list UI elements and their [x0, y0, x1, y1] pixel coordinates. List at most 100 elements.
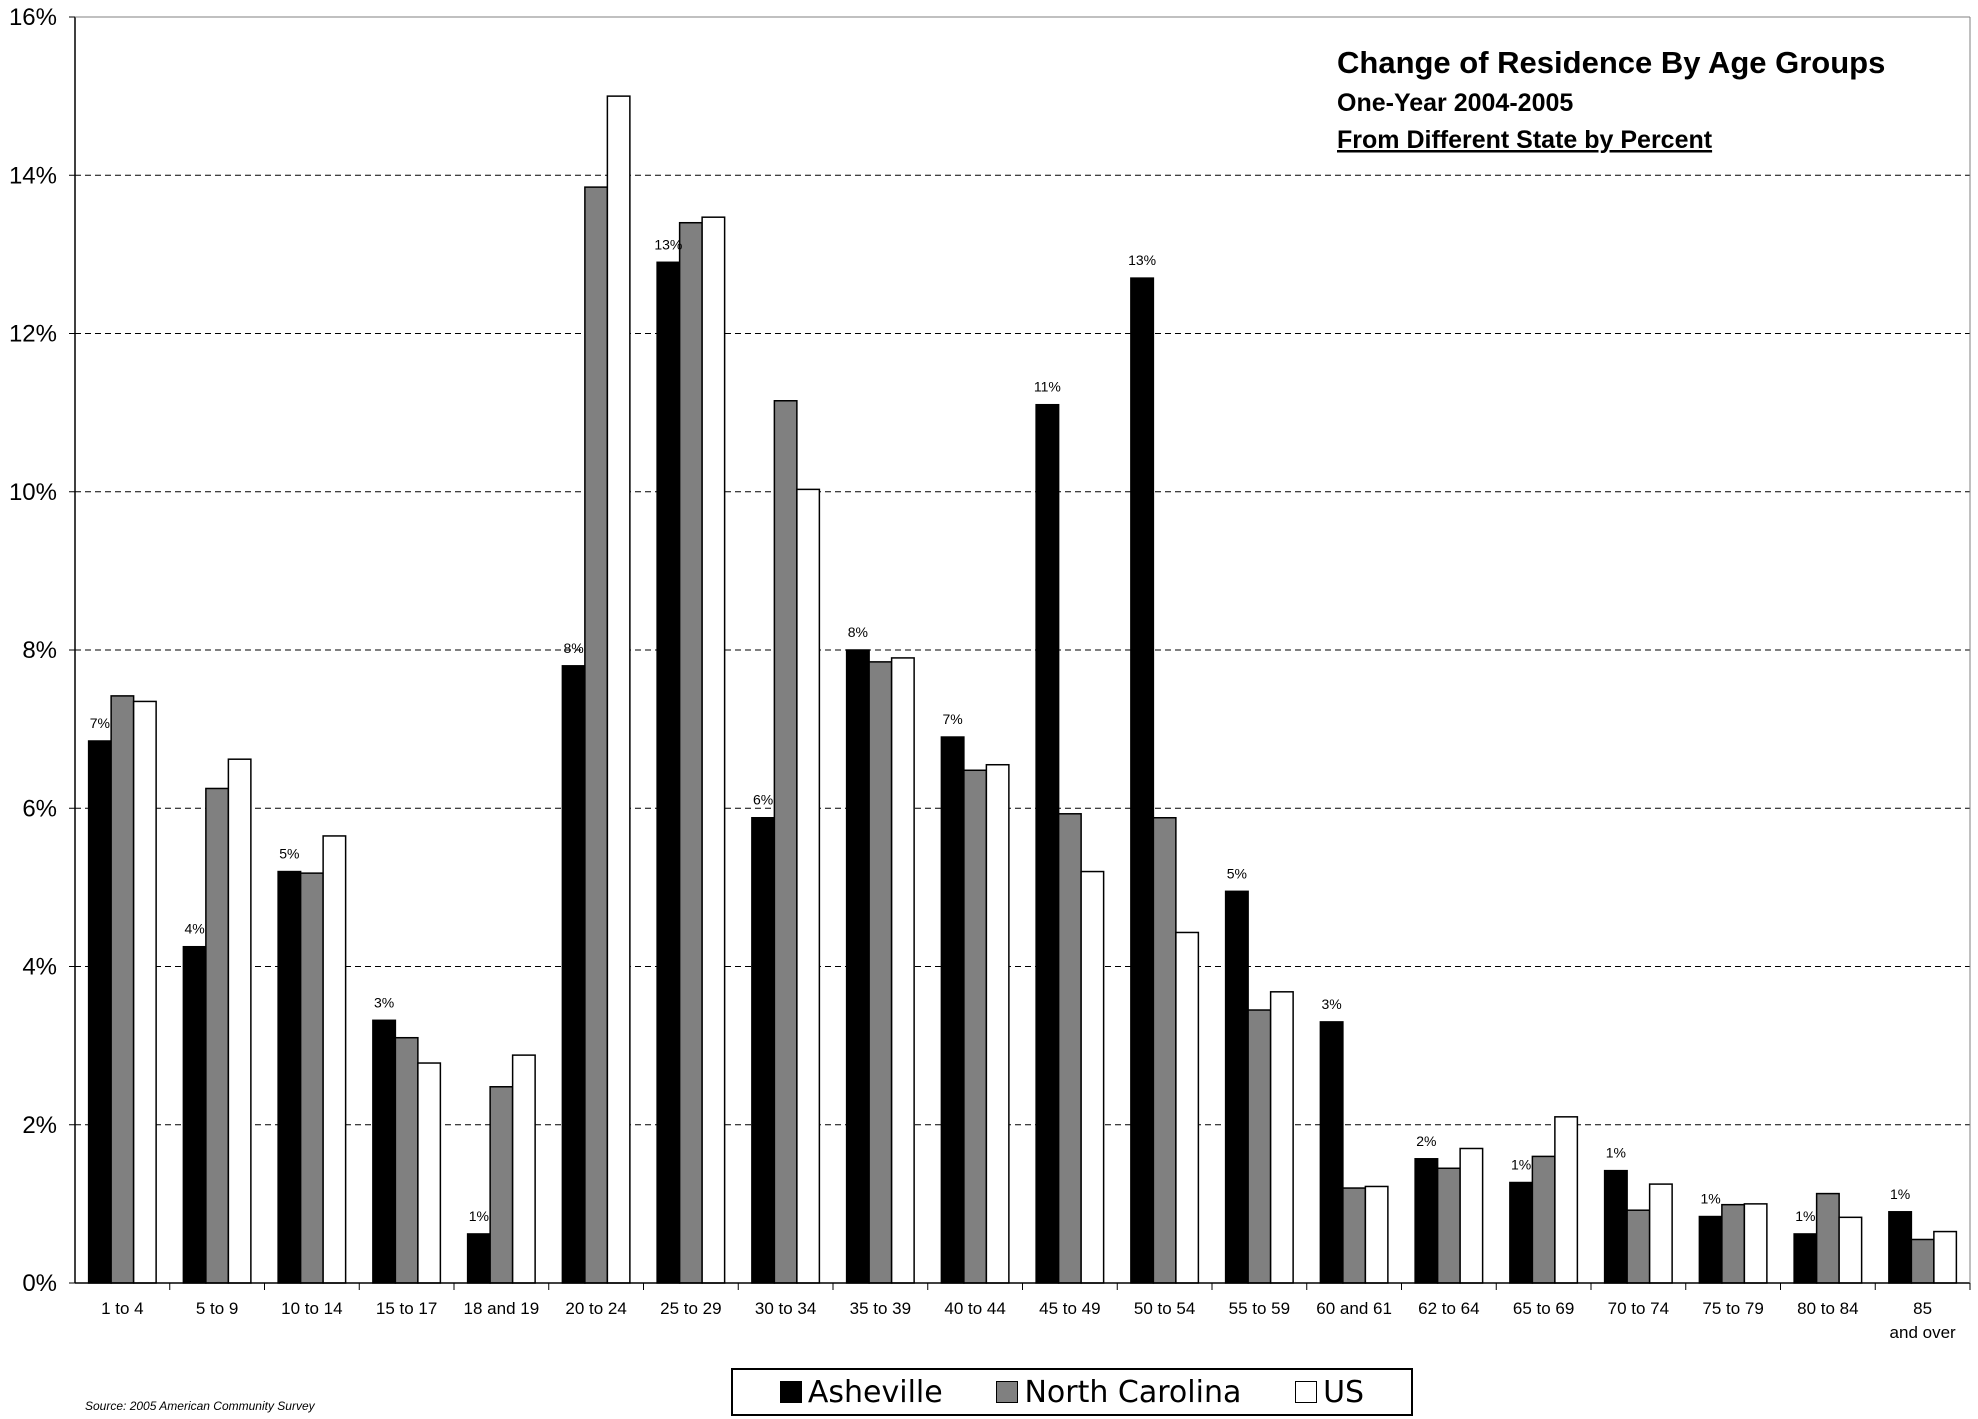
data-label: 6% — [753, 792, 773, 808]
bar-north-carolina — [1815, 1192, 1840, 1284]
legend-item-north-carolina: North Carolina — [996, 1375, 1241, 1410]
bar-north-carolina — [1721, 1203, 1746, 1284]
data-label: 1% — [1511, 1157, 1531, 1173]
x-tick-label: 60 and 61 — [1316, 1299, 1392, 1318]
data-label: 8% — [564, 640, 584, 656]
legend-label-us: US — [1323, 1374, 1365, 1410]
bars — [87, 95, 1958, 1284]
y-tick-label: 0% — [22, 1270, 57, 1297]
axes — [69, 16, 1971, 1290]
bar-north-carolina — [678, 221, 703, 1284]
bar-asheville — [1698, 1215, 1723, 1284]
bar-asheville — [277, 870, 302, 1284]
x-tick-label: 30 to 34 — [755, 1299, 816, 1318]
y-tick-label: 8% — [22, 637, 57, 664]
data-label: 1% — [1701, 1191, 1721, 1207]
bar-north-carolina — [1910, 1238, 1935, 1284]
bar-us — [227, 758, 252, 1284]
x-tick-label: 55 to 59 — [1229, 1299, 1290, 1318]
data-label: 3% — [1322, 996, 1342, 1012]
bar-north-carolina — [299, 872, 324, 1284]
source-note: Source: 2005 American Community Survey — [85, 1399, 315, 1413]
bar-us — [796, 488, 821, 1284]
bar-north-carolina — [584, 186, 609, 1284]
x-tick-label: 40 to 44 — [944, 1299, 1005, 1318]
x-tick-label: 45 to 49 — [1039, 1299, 1100, 1318]
bar-us — [1933, 1230, 1958, 1284]
x-tick-label: 62 to 64 — [1418, 1299, 1479, 1318]
data-label: 13% — [654, 236, 682, 252]
y-tick-label: 6% — [22, 795, 57, 822]
x-tick-label: 18 and 19 — [464, 1299, 540, 1318]
bar-north-carolina — [394, 1036, 419, 1284]
data-label: 1% — [1795, 1208, 1815, 1224]
legend-label-asheville: Asheville — [807, 1374, 943, 1410]
data-label: 1% — [469, 1208, 489, 1224]
data-label: 1% — [1890, 1186, 1910, 1202]
bar-us — [132, 700, 157, 1284]
data-label: 3% — [374, 994, 394, 1010]
x-tick-label: 5 to 9 — [196, 1299, 239, 1318]
chart-title: Change of Residence By Age Groups — [1337, 45, 1885, 80]
bar-us — [606, 95, 631, 1284]
bar-us — [322, 835, 347, 1284]
data-label: 8% — [848, 624, 868, 640]
bar-asheville — [1319, 1021, 1344, 1284]
bar-north-carolina — [1342, 1187, 1367, 1284]
bar-north-carolina — [963, 769, 988, 1284]
data-label: 7% — [943, 711, 963, 727]
x-tick-label: 75 to 79 — [1702, 1299, 1763, 1318]
bar-north-carolina — [1626, 1209, 1651, 1284]
bar-asheville — [1224, 890, 1249, 1284]
bar-north-carolina — [489, 1086, 514, 1284]
bar-north-carolina — [868, 661, 893, 1284]
legend-item-asheville: Asheville — [779, 1374, 943, 1410]
x-tick-label: 85 and over — [1890, 1299, 1956, 1342]
data-label: 13% — [1128, 252, 1156, 268]
y-tick-label: 10% — [9, 479, 57, 506]
bar-asheville — [87, 740, 112, 1284]
bar-asheville — [1793, 1233, 1818, 1284]
bar-us — [511, 1054, 536, 1284]
bar-us — [1269, 991, 1294, 1284]
x-tick-label: 50 to 54 — [1134, 1299, 1195, 1318]
data-label: 1% — [1606, 1145, 1626, 1161]
data-label: 2% — [1416, 1133, 1436, 1149]
legend-swatch-asheville — [779, 1381, 802, 1403]
bar-us — [890, 657, 915, 1284]
y-tick-label: 4% — [22, 954, 57, 981]
bar-asheville — [845, 649, 870, 1284]
bar-us — [1080, 870, 1105, 1284]
data-label: 11% — [1034, 379, 1061, 395]
data-label: 5% — [1227, 865, 1247, 881]
chart-subtitle-2: From Different State by Percent — [1337, 126, 1713, 154]
bar-north-carolina — [1531, 1155, 1556, 1284]
x-tick-label: 15 to 17 — [376, 1299, 437, 1318]
legend-label-north-carolina: North Carolina — [1024, 1374, 1242, 1410]
bar-asheville — [372, 1019, 397, 1284]
bar-asheville — [656, 261, 681, 1284]
x-tick-label: 20 to 24 — [565, 1299, 626, 1318]
x-tick-label: 35 to 39 — [850, 1299, 911, 1318]
data-label: 4% — [185, 921, 205, 937]
bar-asheville — [466, 1233, 491, 1284]
bar-asheville — [1888, 1211, 1913, 1284]
bar-asheville — [1130, 277, 1155, 1284]
data-label: 5% — [279, 846, 299, 862]
x-tick-label: 10 to 14 — [281, 1299, 342, 1318]
y-tick-label: 2% — [22, 1112, 57, 1139]
chart-subtitle: One-Year 2004-2005 — [1337, 89, 1573, 117]
bar-north-carolina — [1436, 1167, 1461, 1284]
bar-us — [1459, 1147, 1484, 1284]
x-tick-label: 70 to 74 — [1608, 1299, 1669, 1318]
y-tick-label: 14% — [9, 162, 57, 189]
x-tick-label: 25 to 29 — [660, 1299, 721, 1318]
x-tick-label: 65 to 69 — [1513, 1299, 1574, 1318]
y-tick-label: 12% — [9, 321, 57, 348]
legend-swatch-north-carolina — [996, 1381, 1019, 1403]
y-tick-label: 16% — [9, 4, 57, 31]
bar-north-carolina — [110, 695, 135, 1284]
labels: 0% 2% 4% 6% 8% 10% 12% 14% 16% 7% 1 to 4 4% 5 to 9 5%… — [9, 4, 1956, 1342]
bar-asheville — [751, 816, 776, 1284]
bar-asheville — [940, 736, 965, 1284]
